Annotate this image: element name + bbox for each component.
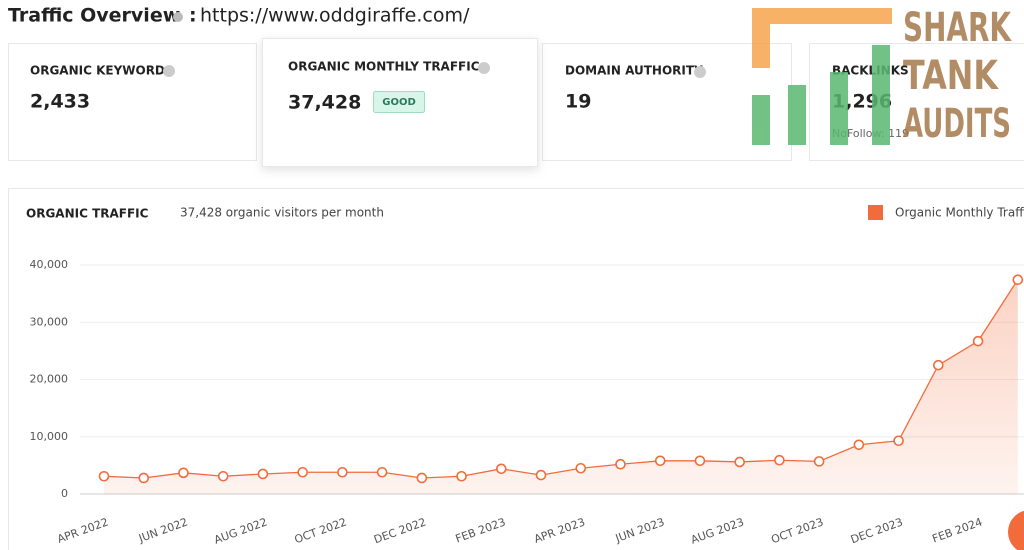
- page-title: Traffic Overview: [8, 5, 180, 27]
- card-value: 2,433: [30, 91, 90, 113]
- chart-subtitle: 37,428 organic visitors per month: [180, 206, 384, 220]
- card: [542, 43, 792, 161]
- help-icon[interactable]: [173, 12, 183, 22]
- logo-shape: [752, 8, 770, 68]
- logo-text: TANK: [903, 53, 1000, 99]
- logo-bar: [830, 72, 848, 145]
- y-tick-label: 0: [61, 487, 68, 500]
- logo-text: SHARK: [903, 5, 1012, 51]
- area: [104, 279, 1018, 494]
- point: [654, 455, 666, 467]
- card: [8, 43, 257, 161]
- point: [694, 455, 706, 467]
- point: [416, 472, 428, 484]
- point: [337, 466, 348, 478]
- point: [456, 470, 467, 482]
- point: [178, 467, 189, 479]
- y-tick-label: 40,000: [30, 258, 69, 271]
- y-tick-label: 10,000: [30, 430, 69, 443]
- chat-button[interactable]: [1008, 510, 1024, 550]
- point: [575, 462, 587, 474]
- point: [98, 470, 110, 482]
- line: [103, 279, 1019, 479]
- point: [853, 439, 865, 451]
- y-tick-label: 20,000: [30, 373, 69, 386]
- point: [257, 468, 269, 480]
- logo-bar: [752, 95, 770, 145]
- point: [893, 435, 904, 447]
- help-icon[interactable]: [694, 66, 706, 78]
- point: [813, 456, 825, 467]
- point: [217, 470, 229, 482]
- legend-label: Organic Monthly Traffic: [895, 206, 1024, 220]
- point: [615, 458, 626, 470]
- point: [972, 335, 984, 347]
- point: [1012, 274, 1024, 286]
- help-icon[interactable]: [478, 62, 490, 74]
- site-url[interactable]: https://www.oddgiraffe.com/: [200, 5, 470, 27]
- badge-text: GOOD: [382, 97, 416, 108]
- card-value: 37,428: [288, 92, 361, 114]
- point: [933, 359, 944, 371]
- point: [138, 472, 150, 484]
- logo-shape: [752, 8, 892, 24]
- y-tick-label: 30,000: [30, 315, 69, 328]
- card-value: 19: [565, 91, 591, 113]
- card-label: DOMAIN AUTHORITY: [565, 64, 703, 78]
- legend-swatch: [868, 205, 883, 220]
- logo-bar: [872, 45, 890, 145]
- logo-bar: [788, 85, 806, 145]
- badge: [373, 91, 425, 113]
- logo: SHARK TANK AUDITS: [752, 5, 1012, 147]
- point: [774, 454, 785, 466]
- point: [495, 463, 507, 475]
- help-icon[interactable]: [163, 65, 175, 77]
- chart-panel: [8, 188, 1024, 550]
- point: [297, 466, 308, 478]
- point: [734, 456, 745, 468]
- chart-title: ORGANIC TRAFFIC: [26, 207, 149, 221]
- separator: :: [189, 5, 197, 27]
- point: [535, 469, 547, 481]
- card-label: ORGANIC MONTHLY TRAFFIC: [288, 60, 480, 74]
- logo-text: AUDITS: [903, 101, 1011, 147]
- card-label: ORGANIC KEYWORDS: [30, 64, 174, 78]
- point: [376, 466, 388, 478]
